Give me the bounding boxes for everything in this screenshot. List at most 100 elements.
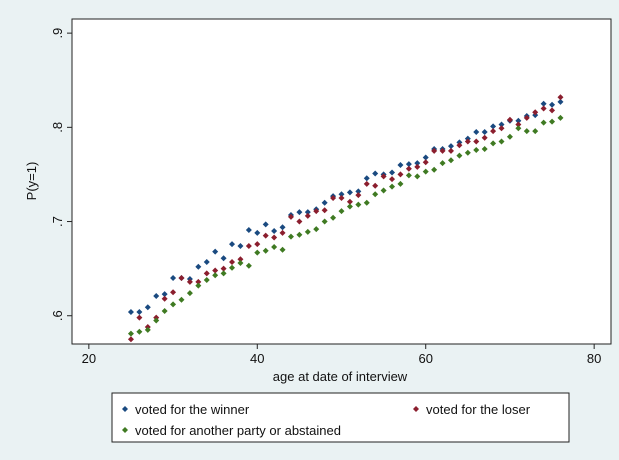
data-point-series-3 <box>153 317 160 324</box>
data-point-series-3 <box>414 173 421 180</box>
data-point-series-2 <box>330 194 337 201</box>
data-point-series-3 <box>372 191 379 198</box>
data-point-series-2 <box>405 165 412 172</box>
data-point-series-3 <box>422 168 429 175</box>
data-point-series-3 <box>439 160 446 167</box>
data-point-series-2 <box>127 336 134 343</box>
data-point-series-1 <box>397 162 404 169</box>
data-point-series-3 <box>203 276 210 283</box>
data-point-series-3 <box>161 308 168 315</box>
data-point-series-2 <box>287 213 294 220</box>
data-point-series-1 <box>557 98 564 105</box>
legend: voted for the winner voted for the loser v… <box>111 392 570 443</box>
data-point-series-2 <box>523 114 530 121</box>
data-point-series-3 <box>313 226 320 233</box>
data-point-series-3 <box>229 264 236 271</box>
data-point-series-1 <box>144 304 151 311</box>
data-point-series-3 <box>498 138 505 145</box>
data-point-series-1 <box>237 243 244 250</box>
data-point-series-3 <box>506 133 513 140</box>
data-point-series-1 <box>220 255 227 262</box>
legend-label-series-1: voted for the winner <box>135 402 250 417</box>
data-point-series-2 <box>136 314 143 321</box>
data-point-series-1 <box>262 221 269 228</box>
data-point-series-2 <box>490 128 497 135</box>
legend-marker-series-3 <box>122 427 128 433</box>
data-point-series-2 <box>262 232 269 239</box>
data-point-series-2 <box>532 109 539 116</box>
data-point-series-1 <box>271 227 278 234</box>
x-tick-label: 80 <box>587 351 601 366</box>
data-point-series-2 <box>178 275 185 282</box>
data-point-series-1 <box>170 275 177 282</box>
data-point-series-3 <box>195 282 202 289</box>
data-point-series-1 <box>498 121 505 128</box>
data-point-series-3 <box>464 149 471 156</box>
data-point-series-2 <box>481 134 488 141</box>
data-point-series-2 <box>170 289 177 296</box>
data-point-series-3 <box>287 233 294 240</box>
data-point-series-1 <box>321 199 328 206</box>
data-point-series-3 <box>515 125 522 132</box>
data-point-series-3 <box>321 218 328 225</box>
data-point-series-3 <box>481 146 488 152</box>
data-point-series-1 <box>372 170 379 177</box>
legend-label-series-3: voted for another party or abstained <box>135 423 341 438</box>
data-point-series-2 <box>498 125 505 132</box>
data-point-series-3 <box>557 114 564 121</box>
data-point-series-1 <box>490 123 497 130</box>
data-point-series-1 <box>136 308 143 315</box>
data-point-series-2 <box>515 121 522 128</box>
legend-marker-series-1 <box>122 406 128 412</box>
data-point-series-2 <box>389 176 396 183</box>
y-axis-title: P(y=1) <box>24 162 39 201</box>
data-point-series-2 <box>506 116 513 123</box>
x-tick-label: 40 <box>250 351 264 366</box>
data-point-series-3 <box>330 214 337 221</box>
data-point-series-1 <box>549 101 556 108</box>
data-point-series-2 <box>422 159 429 166</box>
legend-box <box>111 392 570 443</box>
data-point-series-2 <box>473 138 480 145</box>
data-point-series-1 <box>279 224 286 231</box>
data-point-series-3 <box>237 259 244 266</box>
data-point-series-1 <box>473 129 480 136</box>
data-point-series-3 <box>170 301 177 308</box>
data-point-series-1 <box>195 263 202 270</box>
data-point-series-1 <box>515 117 522 124</box>
data-point-series-3 <box>304 228 311 235</box>
x-axis: 20 40 60 80 <box>82 344 601 366</box>
data-point-series-3 <box>389 183 396 190</box>
data-point-series-3 <box>254 249 261 256</box>
data-point-series-2 <box>203 270 210 277</box>
data-point-series-3 <box>296 231 303 238</box>
data-point-series-1 <box>414 160 421 167</box>
data-point-series-2 <box>372 182 379 189</box>
data-point-series-1 <box>161 291 168 298</box>
data-point-series-1 <box>447 143 454 150</box>
data-point-series-1 <box>346 189 353 196</box>
data-point-series-2 <box>355 192 362 199</box>
x-axis-title: age at date of interview <box>273 369 408 384</box>
data-point-series-2 <box>195 278 202 285</box>
data-point-series-3 <box>532 128 539 135</box>
data-point-series-3 <box>540 119 547 126</box>
y-tick-label: .6 <box>50 310 65 321</box>
data-point-series-2 <box>237 256 244 263</box>
data-point-series-3 <box>245 262 252 269</box>
data-point-series-1 <box>481 129 488 136</box>
data-point-series-2 <box>229 259 236 266</box>
data-point-series-2 <box>414 163 421 170</box>
data-point-series-1 <box>153 292 160 299</box>
data-point-series-2 <box>254 241 261 248</box>
data-point-series-3 <box>447 157 454 164</box>
data-point-series-2 <box>321 207 328 214</box>
x-tick-label: 60 <box>418 351 432 366</box>
data-point-series-3 <box>405 172 412 179</box>
data-points <box>127 94 564 343</box>
x-tick-label: 20 <box>82 351 96 366</box>
data-point-series-2 <box>313 208 320 215</box>
data-point-series-3 <box>127 330 134 337</box>
data-point-series-2 <box>304 212 311 219</box>
